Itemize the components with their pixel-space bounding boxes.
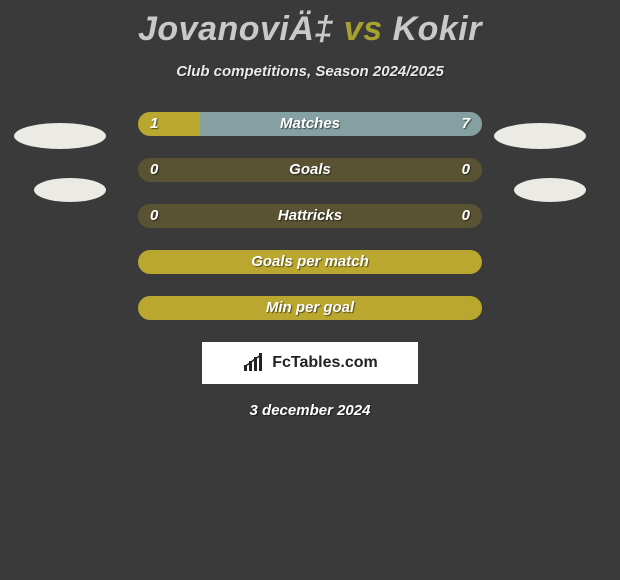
stat-label: Goals	[138, 158, 482, 182]
club-badge-placeholder	[514, 178, 586, 202]
stat-row: 00Hattricks	[138, 204, 482, 228]
stat-label: Goals per match	[138, 250, 482, 274]
bars-icon	[242, 353, 268, 373]
attribution-badge: FcTables.com	[202, 342, 418, 384]
subtitle: Club competitions, Season 2024/2025	[0, 63, 620, 80]
attribution-text: FcTables.com	[272, 354, 378, 372]
club-badge-placeholder	[14, 123, 106, 149]
club-badge-placeholder	[34, 178, 106, 202]
stat-label: Min per goal	[138, 296, 482, 320]
date-label: 3 december 2024	[0, 402, 620, 419]
player2-name: Kokir	[393, 10, 482, 48]
stat-row: 17Matches	[138, 112, 482, 136]
vs-label: vs	[344, 10, 383, 48]
stat-row: Min per goal	[138, 296, 482, 320]
club-badge-placeholder	[494, 123, 586, 149]
stat-row: 00Goals	[138, 158, 482, 182]
stat-label: Hattricks	[138, 204, 482, 228]
page-title: JovanoviÄ‡ vs Kokir	[0, 0, 620, 49]
stat-row: Goals per match	[138, 250, 482, 274]
player1-name: JovanoviÄ‡	[138, 10, 334, 48]
stat-label: Matches	[138, 112, 482, 136]
